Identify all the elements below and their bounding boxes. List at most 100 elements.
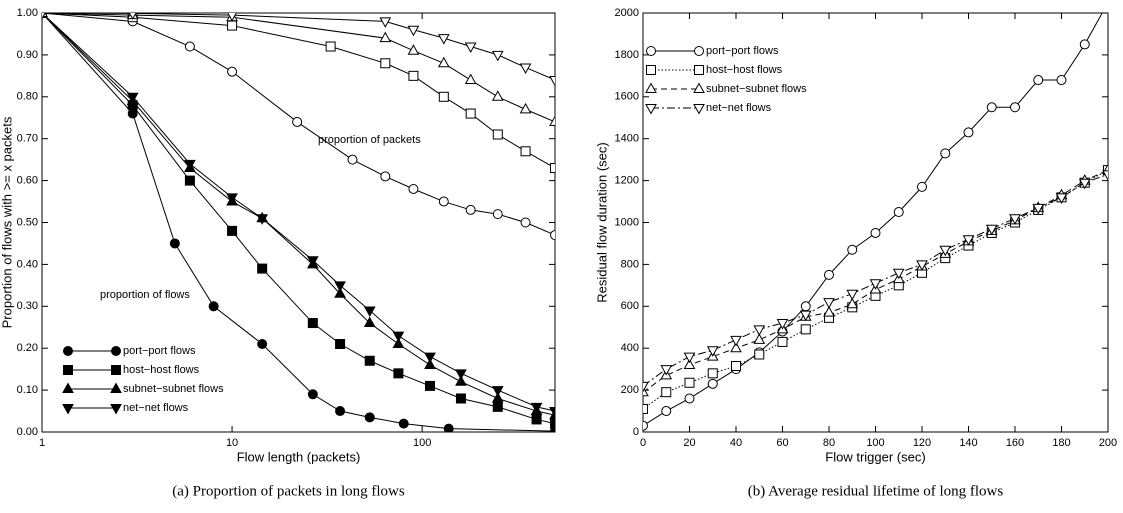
data-point — [307, 318, 318, 329]
legend-label: port−port flows — [123, 345, 196, 357]
data-point — [408, 70, 419, 81]
x-axis-title: Flow trigger (sec) — [825, 449, 925, 464]
data-point — [1010, 102, 1020, 113]
x-tick-label: 60 — [776, 437, 788, 449]
data-point — [706, 346, 719, 357]
x-tick-label: 160 — [1006, 437, 1024, 449]
data-point — [398, 418, 409, 429]
legend-marker — [693, 82, 705, 93]
legend-marker — [111, 346, 121, 356]
x-tick-label: 80 — [823, 437, 835, 449]
legend-label: net−net flows — [123, 402, 189, 414]
x-tick-label: 10 — [226, 437, 238, 449]
x-tick-label: 20 — [683, 437, 695, 449]
data-point — [379, 31, 392, 43]
data-point — [491, 391, 504, 403]
data-point — [869, 279, 882, 290]
data-point — [443, 423, 454, 432]
data-point — [491, 90, 504, 101]
y-tick-label: 1000 — [615, 216, 639, 228]
legend-marker — [111, 365, 121, 375]
data-point — [492, 401, 503, 412]
legend-marker — [694, 46, 704, 56]
y-tick-label: 200 — [621, 384, 639, 396]
data-point — [464, 42, 477, 54]
legend-marker — [62, 404, 74, 415]
data-point — [549, 407, 555, 418]
data-point — [492, 129, 503, 140]
y-axis-title: Residual flow duration (sec) — [594, 142, 609, 302]
data-point — [424, 352, 436, 364]
data-point — [800, 324, 811, 335]
chart: 0 200 400 600 800 1000 1200 1400 1600 1800 2000 0 20… — [594, 7, 1117, 500]
data-point — [643, 381, 649, 393]
data-point — [550, 230, 555, 241]
legend-marker — [694, 65, 704, 75]
data-point — [455, 393, 466, 404]
y-tick-label: 400 — [621, 342, 639, 354]
data-point — [800, 301, 811, 312]
data-point — [707, 368, 718, 379]
data-point — [392, 337, 405, 349]
x-tick-label: 120 — [913, 437, 931, 449]
legend-marker — [646, 46, 656, 56]
x-tick-label: 0 — [640, 437, 646, 449]
data-point — [847, 244, 858, 255]
data-point — [335, 406, 346, 417]
data-point — [379, 17, 392, 28]
legend-label: net−net flows — [706, 102, 772, 114]
data-point — [846, 297, 859, 309]
data-point — [127, 108, 138, 119]
annotation: proportion of flows — [100, 289, 190, 301]
y-tick-label: 0.50 — [17, 216, 38, 228]
data-point — [753, 325, 766, 336]
y-tick-label: 0.00 — [17, 426, 38, 438]
series-line — [42, 13, 555, 123]
data-point — [519, 102, 532, 114]
y-tick-label: 0.80 — [17, 91, 38, 103]
data-point — [707, 378, 718, 389]
y-tick-label: 800 — [621, 258, 639, 270]
data-point — [846, 289, 859, 301]
data-point — [986, 102, 997, 113]
data-point — [939, 245, 952, 257]
data-point — [683, 352, 696, 364]
data-point — [364, 412, 375, 423]
y-tick-label: 600 — [621, 300, 639, 312]
x-tick-label: 200 — [1099, 437, 1117, 449]
caption: (b) Average residual lifetime of long fl… — [748, 483, 1004, 499]
data-point — [363, 306, 376, 318]
annotation: proportion of packets — [318, 134, 421, 146]
data-point — [437, 56, 450, 68]
data-point — [684, 393, 695, 404]
legend-marker — [110, 404, 122, 415]
data-point — [227, 66, 238, 77]
data-point — [1102, 170, 1108, 181]
data-point — [661, 387, 672, 398]
series-line — [42, 13, 555, 81]
y-tick-label: 0.60 — [17, 175, 38, 187]
plot-area — [643, 13, 1108, 431]
series-line — [42, 13, 555, 425]
data-point — [455, 375, 467, 386]
y-tick-label: 1600 — [615, 91, 639, 103]
data-point — [169, 238, 180, 249]
data-point — [128, 13, 137, 20]
data-point — [438, 196, 449, 207]
data-point — [985, 224, 998, 236]
data-point — [892, 268, 905, 280]
data-point — [1056, 75, 1067, 86]
data-point — [227, 20, 238, 31]
data-point — [438, 91, 449, 102]
data-point — [643, 420, 648, 431]
data-point — [393, 368, 404, 379]
x-tick-label: 40 — [730, 437, 742, 449]
data-point — [643, 403, 648, 414]
y-tick-label: 0 — [633, 426, 639, 438]
data-point — [334, 281, 346, 292]
y-tick-label: 1200 — [615, 175, 639, 187]
data-point — [777, 336, 788, 347]
data-point — [184, 41, 195, 52]
series-line — [643, 173, 1108, 387]
data-point — [519, 63, 532, 74]
